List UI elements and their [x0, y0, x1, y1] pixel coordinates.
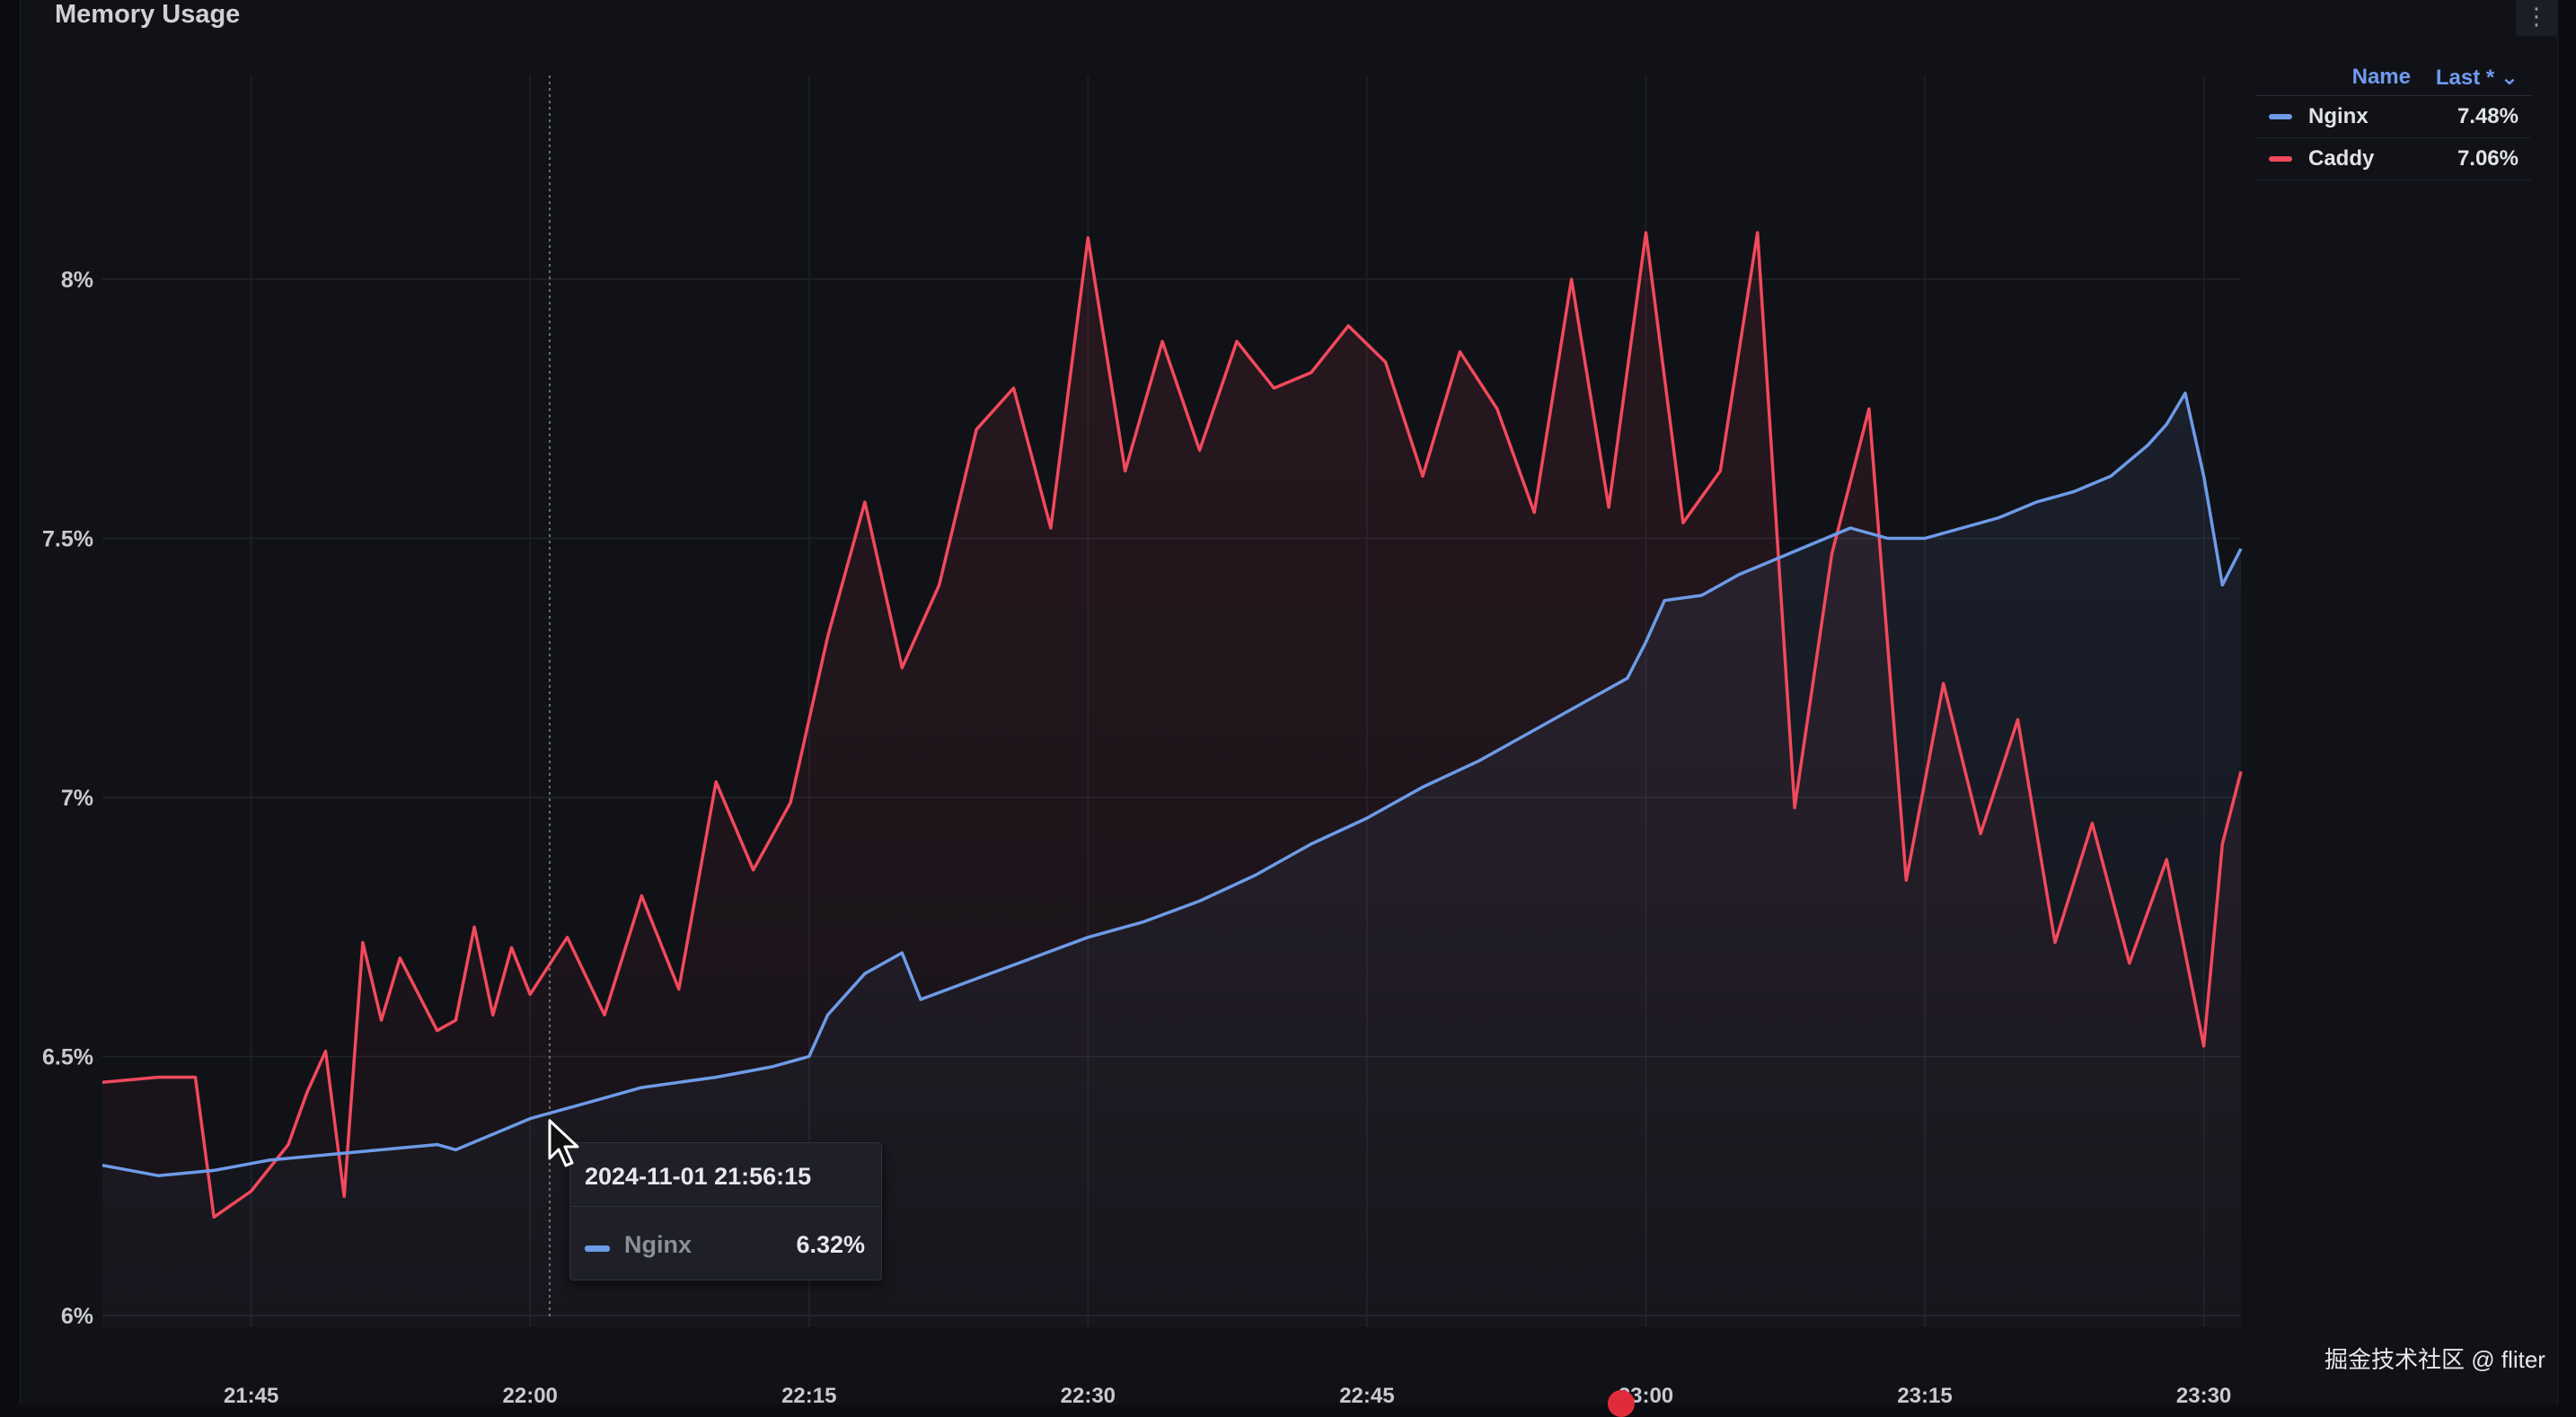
x-tick-label: 21:45 — [224, 1384, 278, 1404]
y-tick-label: 6.5% — [42, 1045, 93, 1070]
legend-name-header[interactable]: Name — [2351, 65, 2411, 89]
caddy-color-swatch — [2269, 156, 2292, 162]
y-tick-label: 8% — [61, 268, 93, 293]
legend-item-label: Caddy — [2308, 146, 2375, 171]
series-line-caddy[interactable] — [101, 231, 2243, 1219]
y-tick-label: 7.5% — [42, 527, 93, 552]
legend-last-sort-header[interactable]: Last * ⌄ — [2435, 65, 2519, 90]
tooltip-divider — [570, 1206, 881, 1207]
x-tick-label: 22:45 — [1339, 1384, 1394, 1404]
y-tick-label: 7% — [61, 786, 93, 811]
panel-title: Memory Usage — [55, 0, 241, 29]
tooltip-series-value: 6.32% — [796, 1231, 865, 1258]
hover-tooltip: 2024-11-01 21:56:15 Nginx 6.32% — [569, 1142, 882, 1281]
tooltip-series-swatch — [585, 1245, 610, 1252]
x-tick-label: 23:15 — [1897, 1384, 1952, 1404]
tooltip-timestamp: 2024-11-01 21:56:15 — [585, 1163, 812, 1190]
series-area-nginx — [102, 392, 2241, 1327]
tooltip-series-name: Nginx — [624, 1231, 693, 1258]
x-tick-label: 23:30 — [2176, 1384, 2231, 1404]
x-tick-label: 22:30 — [1061, 1384, 1116, 1404]
legend-header: Name Last * ⌄ — [2256, 59, 2531, 96]
x-tick-label: 22:00 — [503, 1384, 558, 1404]
legend-item-caddy[interactable]: Caddy 7.06% — [2256, 138, 2531, 180]
legend-table: Name Last * ⌄ Nginx 7.48% Caddy 7.06% — [2256, 59, 2531, 180]
legend-item-nginx[interactable]: Nginx 7.48% — [2256, 96, 2531, 138]
legend-item-label: Nginx — [2308, 104, 2369, 128]
x-tick-label: 22:15 — [781, 1384, 836, 1404]
nginx-color-swatch — [2269, 114, 2292, 119]
mouse-pointer-icon — [548, 1119, 579, 1167]
legend-item-value: 7.48% — [2457, 104, 2519, 128]
series-line-nginx[interactable] — [101, 392, 2243, 1177]
legend-item-value: 7.06% — [2457, 146, 2519, 171]
kebab-menu-icon[interactable]: ⋮ — [2516, 0, 2557, 36]
y-tick-label: 6% — [61, 1304, 93, 1329]
video-playhead-dot[interactable] — [1608, 1390, 1635, 1417]
watermark-text: 掘金技术社区 @ fliter — [2325, 1346, 2545, 1373]
